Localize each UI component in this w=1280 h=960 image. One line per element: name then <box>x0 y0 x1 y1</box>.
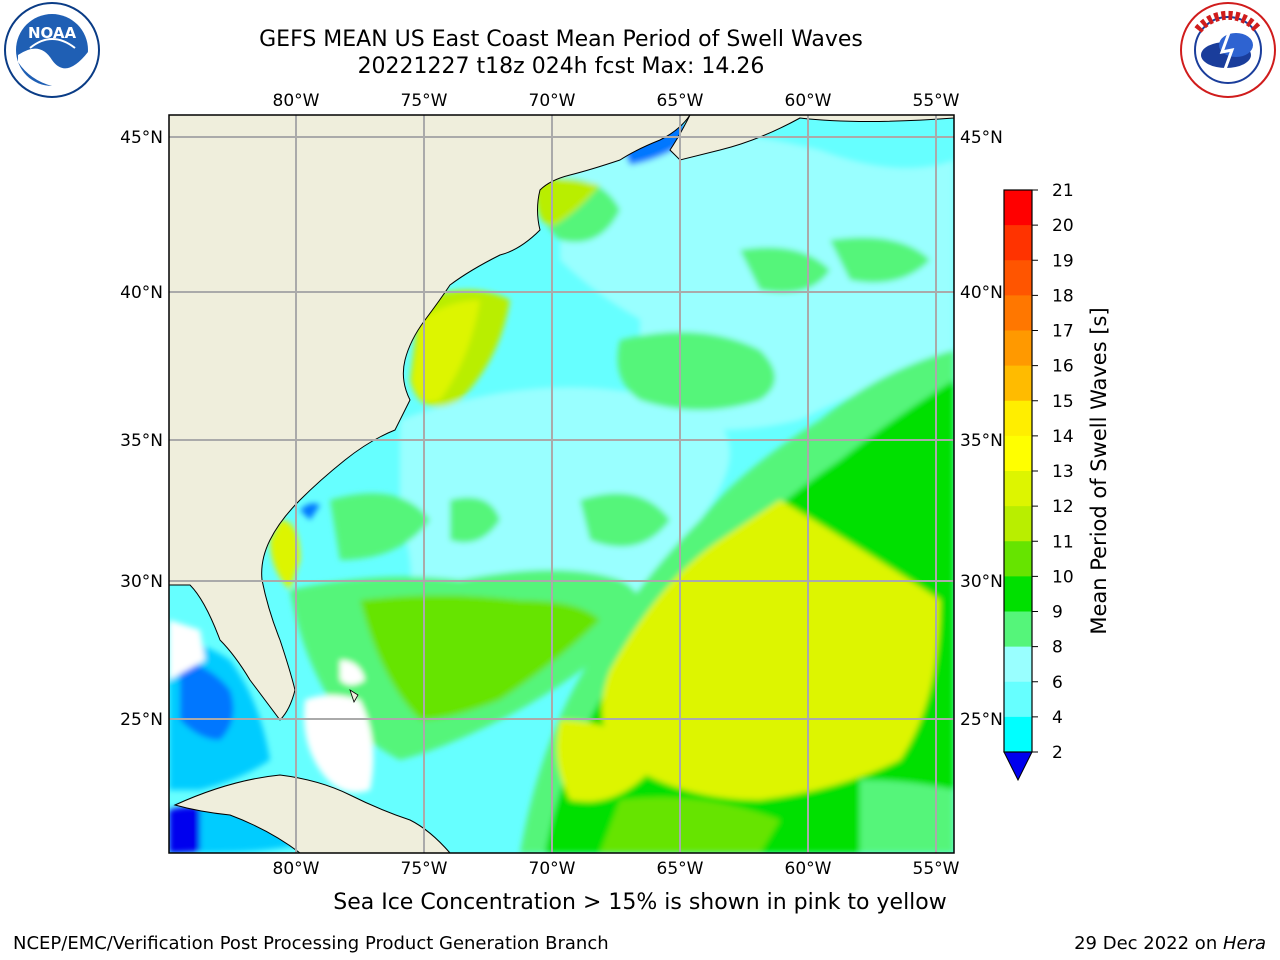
period-contour-10s <box>600 797 780 853</box>
lat-tick-label: 25°N <box>960 710 1003 730</box>
lat-tick-label: 45°N <box>120 128 163 148</box>
colorbar-tick-label: 20 <box>1052 216 1074 236</box>
lon-tick-label: 75°W <box>401 91 448 111</box>
period-contour-9s <box>450 497 500 543</box>
lat-tick-label: 40°N <box>120 283 163 303</box>
colorbar-segment <box>1004 681 1032 718</box>
land-nova-scotia <box>669 115 954 161</box>
period-contour-13s <box>556 720 660 802</box>
colorbar-segment <box>1004 471 1032 507</box>
period-contour-4s <box>300 503 320 520</box>
period-contour-12s <box>412 300 480 403</box>
chart-title: GEFS MEAN US East Coast Mean Period of S… <box>259 27 863 52</box>
footer-host: Hera <box>1222 933 1266 954</box>
lat-tick-label: 45°N <box>960 128 1003 148</box>
lon-tick-label: 55°W <box>913 859 960 879</box>
bahamas-mask <box>169 620 205 680</box>
period-contour-12s <box>360 595 600 720</box>
colorbar-segment <box>1004 260 1032 296</box>
period-contour-13s <box>602 500 940 800</box>
period-contour-12s <box>270 520 300 590</box>
colorbar-ticks: 21 20 19 18 17 16 15 14 13 12 11 10 9 8 6 4 2 <box>1032 181 1074 763</box>
lat-tick-label: 30°N <box>120 572 163 592</box>
lat-axis-right: 45°N 40°N 35°N 30°N 25°N <box>960 128 1003 730</box>
lon-tick-label: 60°W <box>785 91 832 111</box>
bahamas-mask <box>340 660 365 685</box>
colorbar-tick-label: 16 <box>1052 357 1074 377</box>
lon-tick-label: 80°W <box>273 859 320 879</box>
colorbar-tick-label: 19 <box>1052 251 1074 271</box>
colorbar-segment <box>1004 295 1032 331</box>
period-contour-9s <box>617 332 775 410</box>
lon-tick-label: 65°W <box>657 859 704 879</box>
lat-tick-label: 35°N <box>960 431 1003 451</box>
colorbar-segment <box>1004 646 1032 683</box>
colorbar-tick-label: 13 <box>1052 462 1074 482</box>
land-bahamas-island <box>349 689 359 703</box>
footer-date-text: 29 Dec 2022 on <box>1074 933 1223 954</box>
colorbar-segment <box>1004 225 1032 261</box>
colorbar-segment <box>1004 506 1032 542</box>
chart-subtitle: 20221227 t18z 024h fcst Max: 14.26 <box>357 54 765 79</box>
colorbar-segment <box>1004 435 1032 472</box>
colorbar-tick-label: 17 <box>1052 322 1074 342</box>
lon-tick-label: 80°W <box>273 91 320 111</box>
footer-date: 29 Dec 2022 on Hera <box>1074 933 1266 954</box>
sea-ice-note: Sea Ice Concentration > 15% is shown in … <box>333 890 947 915</box>
land-cuba <box>173 774 451 853</box>
lon-tick-label: 55°W <box>913 91 960 111</box>
colorbar-segment <box>1004 330 1032 367</box>
colorbar-extend-triangle <box>1003 751 1033 782</box>
lon-tick-label: 75°W <box>401 859 448 879</box>
lat-tick-label: 30°N <box>960 572 1003 592</box>
colorbar-segment <box>1004 365 1032 402</box>
land-north-america <box>169 115 691 721</box>
lon-tick-label: 60°W <box>785 859 832 879</box>
nws-logo <box>1180 2 1276 98</box>
colorbar-tick-label: 8 <box>1052 638 1063 658</box>
colorbar <box>1003 189 1033 782</box>
colorbar-segment <box>1004 190 1032 226</box>
map-frame <box>168 114 955 854</box>
colorbar-tick-label: 12 <box>1052 497 1074 517</box>
colorbar-tick-label: 15 <box>1052 392 1074 412</box>
lat-tick-label: 40°N <box>960 283 1003 303</box>
lon-tick-label: 70°W <box>529 859 576 879</box>
period-contour-9s <box>330 493 430 560</box>
period-contour-10s <box>860 780 954 853</box>
colorbar-segment <box>1004 541 1032 577</box>
colorbar-tick-label: 18 <box>1052 286 1074 306</box>
noaa-logo: NOAA <box>4 2 100 98</box>
lat-tick-label: 25°N <box>120 710 163 730</box>
colorbar-segment <box>1004 576 1032 612</box>
colorbar-segment <box>1004 611 1032 648</box>
colorbar-segment <box>1004 716 1032 753</box>
colorbar-tick-label: 10 <box>1052 567 1074 587</box>
period-contour-9s <box>830 237 930 283</box>
lat-axis-left: 45°N 40°N 35°N 30°N 25°N <box>120 128 163 730</box>
lon-tick-label: 65°W <box>657 91 704 111</box>
colorbar-segment <box>1004 400 1032 437</box>
colorbar-tick-label: 2 <box>1052 743 1063 763</box>
lat-tick-label: 35°N <box>120 431 163 451</box>
period-contour-9s <box>580 493 670 547</box>
footer-credit: NCEP/EMC/Verification Post Processing Pr… <box>13 933 609 954</box>
colorbar-tick-label: 4 <box>1052 708 1063 728</box>
lon-tick-label: 70°W <box>529 91 576 111</box>
wave-period-field <box>169 115 954 853</box>
colorbar-tick-label: 14 <box>1052 427 1074 447</box>
lon-axis-top: 80°W 75°W 70°W 65°W 60°W 55°W <box>273 91 960 111</box>
colorbar-tick-label: 11 <box>1052 532 1074 552</box>
gridlines <box>169 115 954 853</box>
colorbar-tick-label: 21 <box>1052 181 1074 201</box>
colorbar-label: Mean Period of Swell Waves [s] <box>1087 307 1111 634</box>
colorbar-tick-label: 9 <box>1052 603 1063 623</box>
lon-axis-bottom: 80°W 75°W 70°W 65°W 60°W 55°W <box>273 859 960 879</box>
svg-text:NOAA: NOAA <box>28 24 77 42</box>
colorbar-tick-label: 6 <box>1052 673 1063 693</box>
